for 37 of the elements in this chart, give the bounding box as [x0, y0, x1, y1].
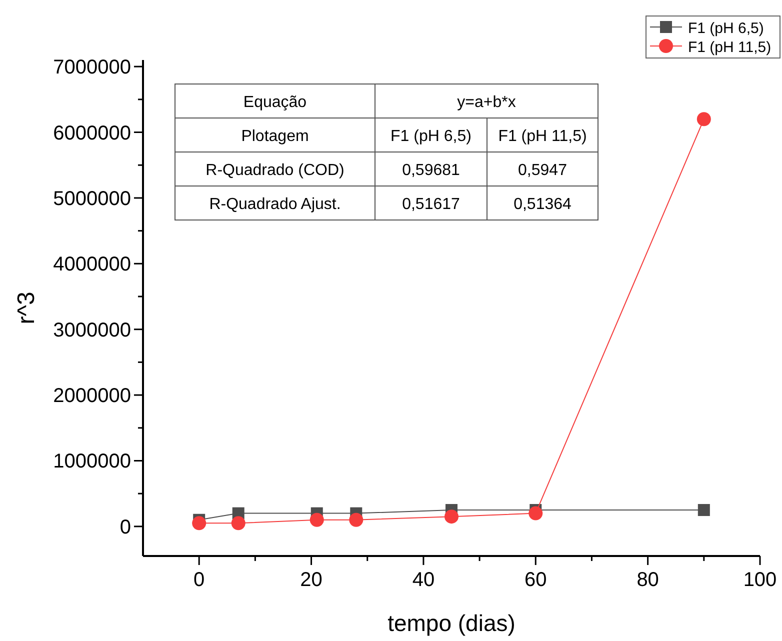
- y-tick-label: 3000000: [53, 319, 131, 342]
- y-tick-label: 2000000: [53, 385, 131, 408]
- point: [349, 512, 364, 527]
- x-tick-label: 80: [636, 569, 659, 591]
- x-tick-label: 60: [524, 569, 547, 591]
- annotation: 0,51617: [402, 196, 460, 213]
- annotation: y=a+b*x: [457, 94, 516, 111]
- x-tick-label: 100: [743, 569, 777, 591]
- y-tick-label: 0: [120, 516, 131, 538]
- legend-label: F1 (pH 11,5): [688, 39, 772, 56]
- annotation: Equação: [243, 94, 307, 111]
- y-tick-label: 1000000: [53, 450, 131, 473]
- annotation: 0,59681: [402, 162, 460, 179]
- legend-label: F1 (pH 6,5): [688, 20, 764, 37]
- point: [310, 512, 324, 527]
- annotation: 0,5947: [518, 162, 568, 179]
- annotation: R-Quadrado Ajust.: [209, 196, 341, 213]
- y-tick-label: 4000000: [53, 254, 131, 276]
- x-tick-label: 0: [194, 569, 205, 591]
- y-tick-label: 5000000: [53, 188, 131, 210]
- annotation: 0,51364: [514, 196, 572, 213]
- point: [698, 504, 710, 516]
- point: [192, 516, 206, 530]
- annotation: Plotagem: [241, 128, 309, 145]
- y-tick-label: 6000000: [53, 122, 131, 144]
- x-tick-label: 20: [300, 569, 322, 591]
- annotation: F1 (pH 11,5): [498, 128, 587, 145]
- annotation: R-Quadrado (COD): [206, 162, 344, 179]
- point: [444, 510, 458, 524]
- y-tick-label: 7000000: [53, 56, 131, 79]
- y-axis-title: r^3: [13, 292, 40, 324]
- point: [231, 516, 246, 530]
- point: [696, 112, 711, 126]
- x-axis-title: tempo (dias): [388, 610, 516, 636]
- x-tick-label: 40: [412, 569, 435, 591]
- annotation: F1 (pH 6,5): [390, 128, 472, 145]
- point: [528, 506, 543, 520]
